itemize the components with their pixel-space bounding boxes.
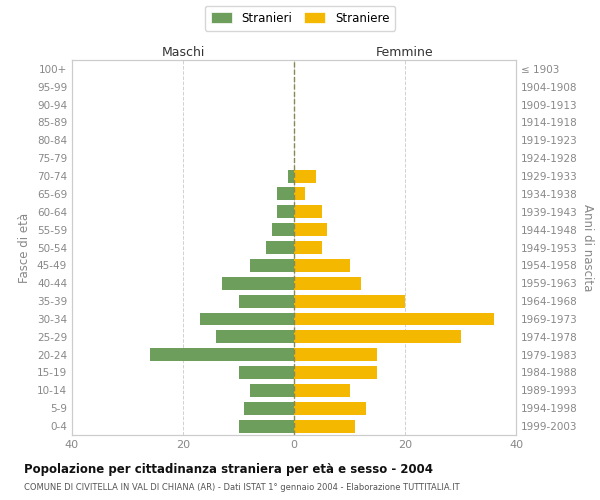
Bar bbox=[294, 330, 461, 343]
Bar bbox=[294, 420, 355, 432]
Bar bbox=[250, 384, 294, 397]
Text: Popolazione per cittadinanza straniera per età e sesso - 2004: Popolazione per cittadinanza straniera p… bbox=[24, 462, 433, 475]
Bar bbox=[200, 312, 294, 326]
Bar bbox=[244, 402, 294, 414]
Bar bbox=[250, 259, 294, 272]
Text: COMUNE DI CIVITELLA IN VAL DI CHIANA (AR) - Dati ISTAT 1° gennaio 2004 - Elabora: COMUNE DI CIVITELLA IN VAL DI CHIANA (AR… bbox=[24, 484, 460, 492]
Bar bbox=[294, 188, 305, 200]
Bar bbox=[239, 294, 294, 308]
Bar bbox=[266, 241, 294, 254]
Y-axis label: Fasce di età: Fasce di età bbox=[19, 212, 31, 282]
Bar bbox=[150, 348, 294, 361]
Bar bbox=[294, 259, 349, 272]
Bar bbox=[294, 402, 366, 414]
Bar bbox=[294, 241, 322, 254]
Bar bbox=[294, 366, 377, 379]
Bar bbox=[294, 206, 322, 218]
Bar bbox=[294, 277, 361, 289]
Bar bbox=[239, 420, 294, 432]
Bar bbox=[294, 170, 316, 182]
Bar bbox=[294, 384, 349, 397]
Bar bbox=[294, 348, 377, 361]
Bar bbox=[272, 223, 294, 236]
Bar bbox=[277, 206, 294, 218]
Bar bbox=[294, 312, 494, 326]
Bar bbox=[294, 294, 405, 308]
Text: Maschi: Maschi bbox=[161, 46, 205, 59]
Legend: Stranieri, Straniere: Stranieri, Straniere bbox=[205, 6, 395, 30]
Bar bbox=[277, 188, 294, 200]
Bar bbox=[216, 330, 294, 343]
Bar bbox=[239, 366, 294, 379]
Bar bbox=[222, 277, 294, 289]
Y-axis label: Anni di nascita: Anni di nascita bbox=[581, 204, 594, 291]
Bar bbox=[294, 223, 328, 236]
Bar bbox=[289, 170, 294, 182]
Text: Femmine: Femmine bbox=[376, 46, 434, 59]
